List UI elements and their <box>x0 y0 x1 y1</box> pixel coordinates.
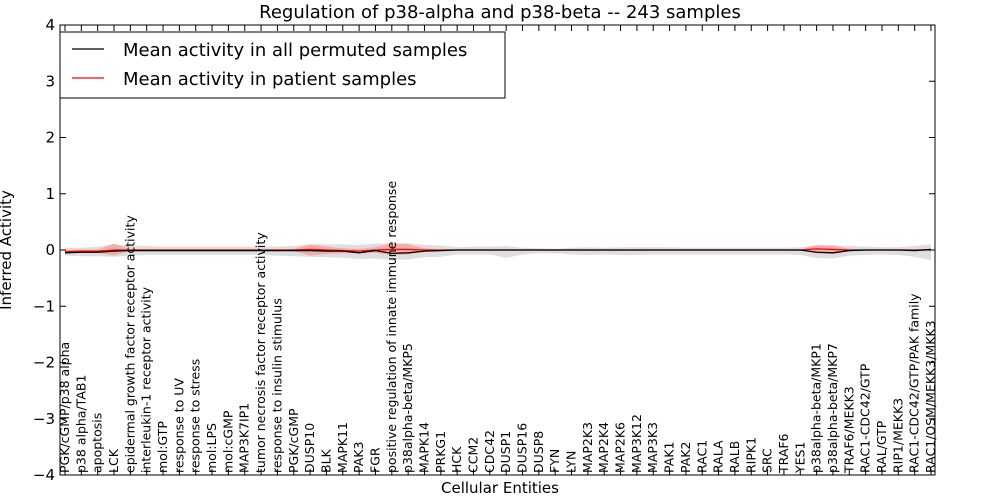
x-tick-label: MAP3K7IP1 <box>237 403 252 473</box>
x-tick-label: MAPK14 <box>416 422 431 473</box>
legend: Mean activity in all permuted samples Me… <box>59 31 506 99</box>
chart-title: Regulation of p38-alpha and p38-beta -- … <box>259 2 741 23</box>
y-tick-label: 4 <box>45 16 55 34</box>
x-tick-label: RAC1-CDC42/GTP/PAK family <box>907 293 922 473</box>
x-tick-label: RALA <box>711 440 726 473</box>
x-tick-label: PAK1 <box>662 442 677 473</box>
x-tick-label: LCK <box>106 448 121 473</box>
x-tick-label: HCK <box>449 446 464 473</box>
y-axis: −4 −3 −2 −1 0 1 2 3 4 <box>33 16 935 484</box>
x-tick-label: TRAF6/MEKK3 <box>841 386 856 474</box>
x-tick-label: MAPK11 <box>335 422 350 473</box>
legend-box <box>59 31 506 99</box>
x-tick-label: response to UV <box>171 378 186 473</box>
x-tick-label: CDC42 <box>482 430 497 473</box>
x-tick-label: MAP2K4 <box>596 422 611 473</box>
x-tick-label: DUSP8 <box>531 431 546 473</box>
x-tick-label: YES1 <box>792 442 807 474</box>
y-axis-title: Inferred Activity <box>0 190 15 310</box>
x-tick-label: RAC1 <box>694 440 709 473</box>
y-tick-label: 3 <box>45 72 55 90</box>
x-tick-label: mol:LPS <box>204 423 219 473</box>
x-tick-label: mol:GTP <box>155 421 170 473</box>
x-tick-label: MAP3K12 <box>629 414 644 473</box>
y-tick-label: −2 <box>33 354 55 372</box>
x-tick-label: FGR <box>367 447 382 473</box>
x-tick-label: MAP2K6 <box>613 422 628 473</box>
confidence-bands <box>65 243 931 261</box>
x-tick-label: BLK <box>318 448 333 473</box>
x-tick-label: PGK/cGMP <box>286 408 301 473</box>
x-tick-label: DUSP10 <box>302 423 317 473</box>
y-tick-label: 1 <box>45 185 55 203</box>
x-tick-label: RALB <box>727 441 742 473</box>
x-tick-label: epidermal growth factor receptor activit… <box>122 215 137 473</box>
x-tick-label: PGK/cGMP/p38 alpha <box>57 342 72 473</box>
x-tick-label: p38alpha-beta/MKP7 <box>825 343 840 473</box>
x-tick-label: RAL/GTP <box>874 420 889 473</box>
x-axis: PGK/cGMP/p38 alpha p38 alpha/TAB1 apoptosi… <box>57 25 938 475</box>
x-tick-label: LYN <box>564 451 579 473</box>
y-tick-label: 2 <box>45 129 55 147</box>
x-tick-label: apoptosis <box>90 413 105 473</box>
y-tick-label: −3 <box>33 410 55 428</box>
x-tick-label: RAC1/OSM/MEKK3/MKK3 <box>923 320 938 473</box>
x-tick-label: p38alpha-beta/MKP1 <box>809 343 824 473</box>
legend-label-patient: Mean activity in patient samples <box>123 69 417 90</box>
x-tick-label: RAC1-CDC42/GTP <box>858 363 873 473</box>
x-tick-label: FYN <box>547 449 562 473</box>
x-tick-label: PRKG1 <box>433 431 448 473</box>
y-tick-label: 0 <box>45 241 55 259</box>
line-series-0 <box>64 248 932 255</box>
y-tick-label: −1 <box>33 297 55 315</box>
x-tick-label: response to insulin stimulus <box>269 298 284 473</box>
legend-label-permuted: Mean activity in all permuted samples <box>123 40 467 61</box>
x-tick-label: PAK2 <box>678 442 693 473</box>
x-tick-label: MAP3K3 <box>645 422 660 473</box>
x-tick-label: positive regulation of innate immune res… <box>384 181 399 473</box>
x-tick-label: DUSP16 <box>515 423 530 473</box>
x-tick-label: p38 alpha/TAB1 <box>73 375 88 473</box>
x-tick-label: interleukin-1 receptor activity <box>139 286 154 473</box>
x-tick-label: tumor necrosis factor receptor activity <box>253 232 268 473</box>
series-lines <box>64 248 932 255</box>
band-series-0 <box>65 243 931 261</box>
x-tick-label: RIPK1 <box>743 437 758 473</box>
x-tick-label: RIP1/MEKK3 <box>890 398 905 473</box>
x-tick-label: response to stress <box>188 359 203 473</box>
x-tick-label: PAK3 <box>351 442 366 473</box>
x-tick-label: p38alpha-beta/MKP5 <box>400 343 415 473</box>
x-tick-label: MAP2K3 <box>580 422 595 473</box>
y-tick-label: −4 <box>33 466 55 484</box>
x-tick-label: DUSP1 <box>498 431 513 473</box>
x-tick-label: CCM2 <box>465 437 480 473</box>
x-tick-label: mol:cGMP <box>220 410 235 473</box>
x-tick-label: TRAF6 <box>776 433 791 474</box>
x-axis-title: Cellular Entities <box>441 479 559 497</box>
x-tick-label: SRC <box>760 448 775 473</box>
